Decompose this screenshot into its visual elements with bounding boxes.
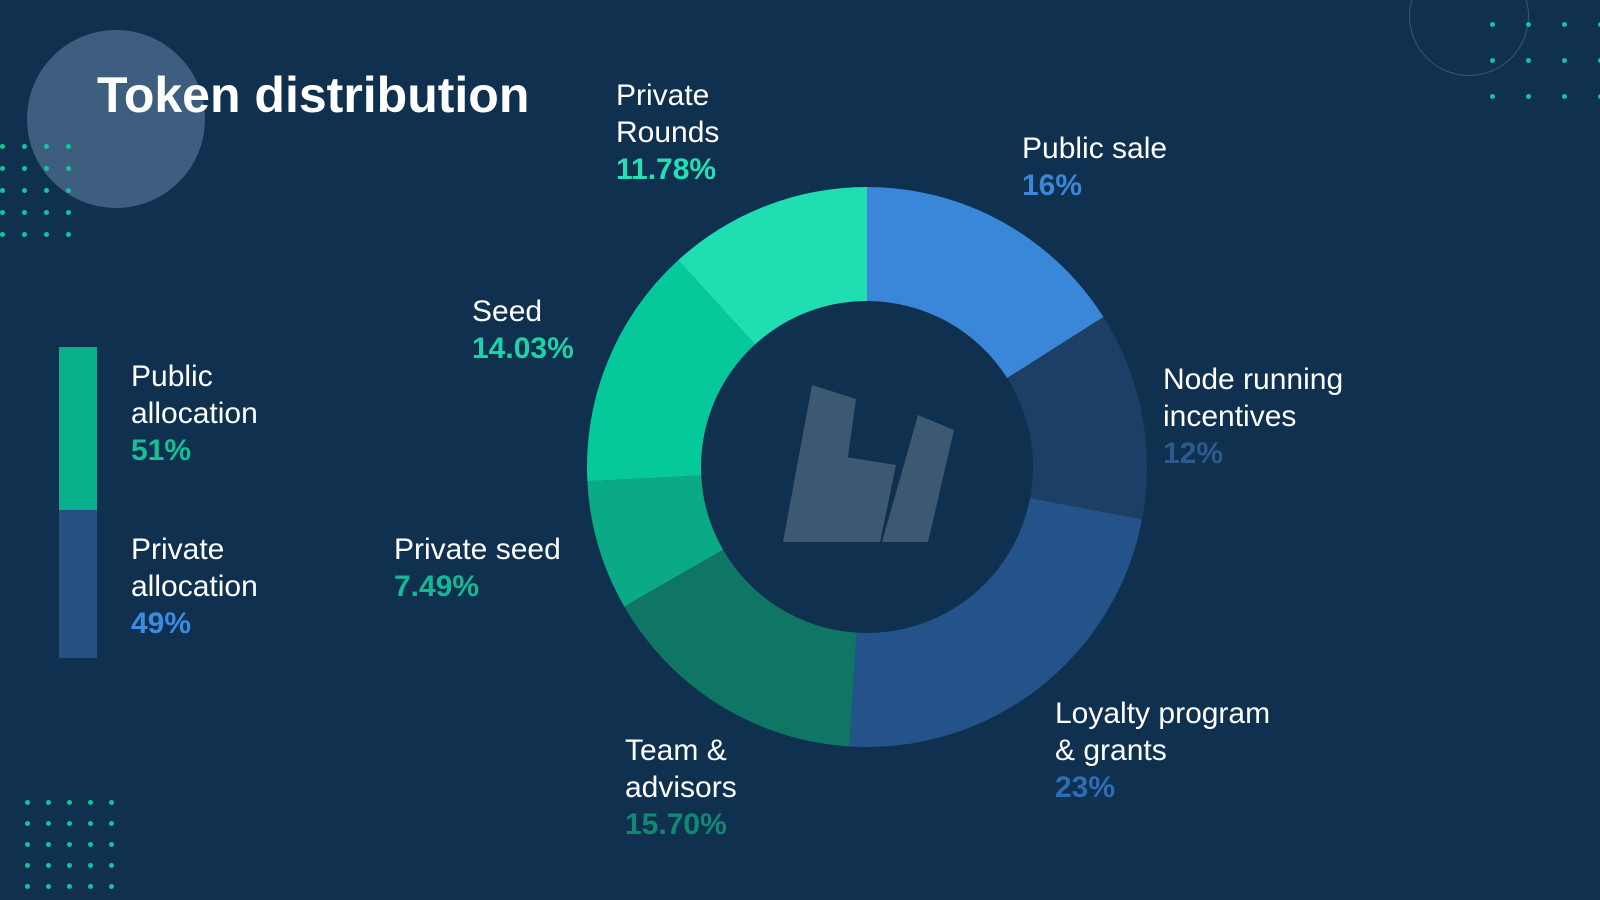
slice-name: Private seed [394,533,561,566]
slice-label-private-rounds: Private Rounds 11.78% [616,77,719,188]
dot [46,821,51,826]
dot [25,884,30,889]
dot [88,821,93,826]
slice-name: Public sale [1022,132,1168,165]
slice-value: 12% [1163,437,1224,470]
dot [22,210,27,215]
dot [1598,94,1600,99]
dot [44,188,49,193]
dot [67,884,72,889]
slice-value: 7.49% [394,570,480,603]
dot [1490,94,1495,99]
donut-slice-0 [867,187,1104,379]
dot [46,863,51,868]
dot [66,232,71,237]
dot [25,800,30,805]
slice-name: Private Rounds [616,79,720,149]
dot [25,842,30,847]
dot [109,842,114,847]
dot [66,210,71,215]
dot [46,884,51,889]
slice-label-public-sale: Public sale 16% [1022,130,1167,204]
brand-logo-icon [783,385,954,542]
donut-slice-3 [624,549,857,747]
legend-value: 51% [131,434,192,467]
dot [22,144,27,149]
slice-value: 15.70% [625,808,727,841]
dot [109,863,114,868]
slice-label-seed: Seed 14.03% [472,293,574,367]
dot [0,210,5,215]
dot [88,800,93,805]
donut-slice-2 [849,498,1143,748]
dot [44,166,49,171]
decorative-circle [27,30,205,208]
dot [46,800,51,805]
dot [1562,22,1567,27]
slice-name: Node running incentives [1163,363,1344,433]
dot [109,821,114,826]
dot [88,884,93,889]
dot [0,232,5,237]
dot [1490,22,1495,27]
dot [67,842,72,847]
dot [22,166,27,171]
slice-value: 23% [1055,771,1116,804]
slice-name: Loyalty program & grants [1055,697,1271,767]
donut-slice-5 [587,260,756,482]
slice-name: Team & advisors [625,734,737,804]
dot [1598,22,1600,27]
dot [67,863,72,868]
legend-item-public: Public allocation 51% [131,358,258,469]
slice-value: 16% [1022,169,1083,202]
dot [44,232,49,237]
dot [1490,58,1495,63]
dot [109,800,114,805]
dot [1526,94,1531,99]
dot [46,842,51,847]
dot [88,842,93,847]
dot [66,188,71,193]
legend-bar-public [59,347,97,510]
dot [0,188,5,193]
donut-slice-1 [1007,316,1147,520]
dot [66,166,71,171]
dot [0,144,5,149]
page-title: Token distribution [97,67,530,123]
dot [67,821,72,826]
dot [109,884,114,889]
dot [25,821,30,826]
slice-label-loyalty: Loyalty program & grants 23% [1055,695,1270,806]
slice-label-private-seed: Private seed 7.49% [394,531,561,605]
legend-item-private: Private allocation 49% [131,531,258,642]
dot [67,800,72,805]
legend-value: 49% [131,607,192,640]
legend-name: Private allocation [131,533,258,603]
dot [1526,22,1531,27]
dot [1562,58,1567,63]
slice-name: Seed [472,295,543,328]
legend-name: Public allocation [131,360,258,430]
dot [66,144,71,149]
dot [1562,94,1567,99]
dot [1598,58,1600,63]
dot [44,144,49,149]
slice-label-team: Team & advisors 15.70% [625,732,737,843]
legend-bar-private [59,510,97,658]
dot [22,232,27,237]
donut-slice-4 [587,475,724,607]
slice-value: 14.03% [472,332,574,365]
donut-slice-6 [678,187,867,345]
dot [0,166,5,171]
dot [25,863,30,868]
dot [1526,58,1531,63]
dot [22,188,27,193]
dot [44,210,49,215]
slice-value: 11.78% [616,153,717,186]
dot [88,863,93,868]
slice-label-node-running: Node running incentives 12% [1163,361,1343,472]
